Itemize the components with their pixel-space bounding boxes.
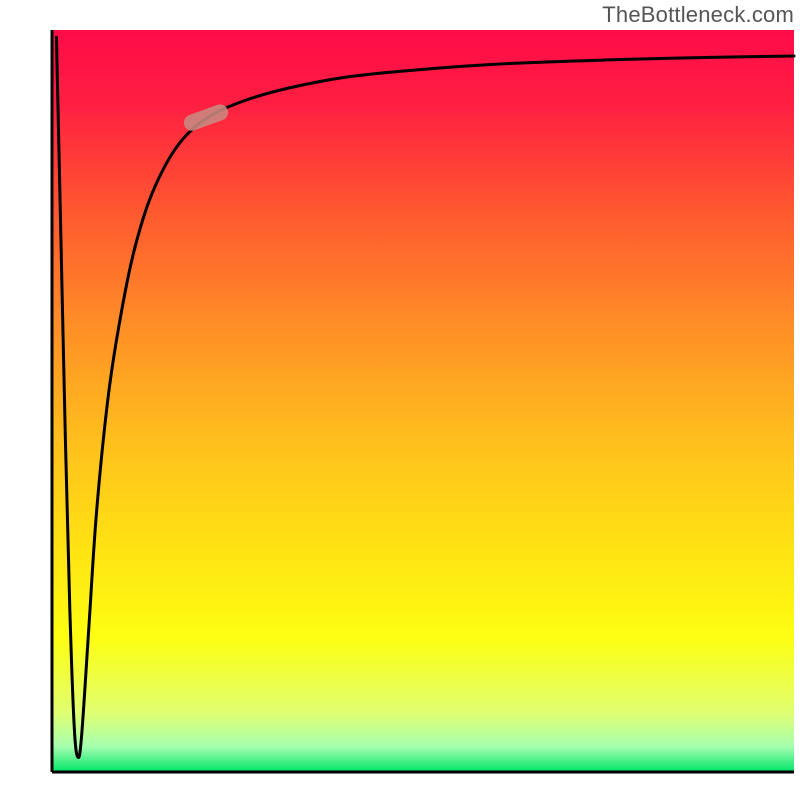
plot-background — [52, 30, 794, 772]
chart-svg — [0, 0, 800, 800]
chart-canvas: TheBottleneck.com — [0, 0, 800, 800]
watermark-text: TheBottleneck.com — [602, 2, 794, 28]
